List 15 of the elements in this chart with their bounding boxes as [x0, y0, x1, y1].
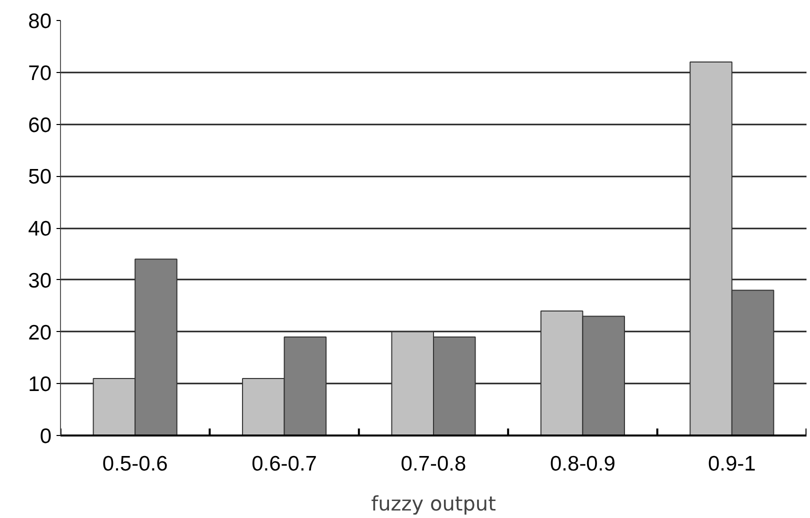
x-tick-label: 0.7-0.8 [400, 452, 466, 476]
x-tick-label: 0.8-0.9 [550, 452, 616, 476]
y-tick-label: 60 [28, 114, 52, 137]
y-tick-label: 10 [28, 373, 52, 396]
y-tick-label: 30 [28, 269, 52, 292]
x-tick-label: 0.6-0.7 [252, 452, 317, 476]
x-tick-label: 0.9-1 [708, 452, 756, 476]
x-axis-title: fuzzy output [371, 492, 496, 516]
y-tick-label: 50 [28, 166, 52, 189]
y-tick-label: 20 [28, 321, 52, 344]
y-tick-label: 80 [28, 10, 52, 33]
y-tick-label: 70 [28, 62, 52, 85]
x-tick-label: 0.5-0.6 [102, 452, 168, 476]
y-tick-label: 40 [28, 218, 52, 240]
y-tick-label: 0 [40, 425, 52, 448]
